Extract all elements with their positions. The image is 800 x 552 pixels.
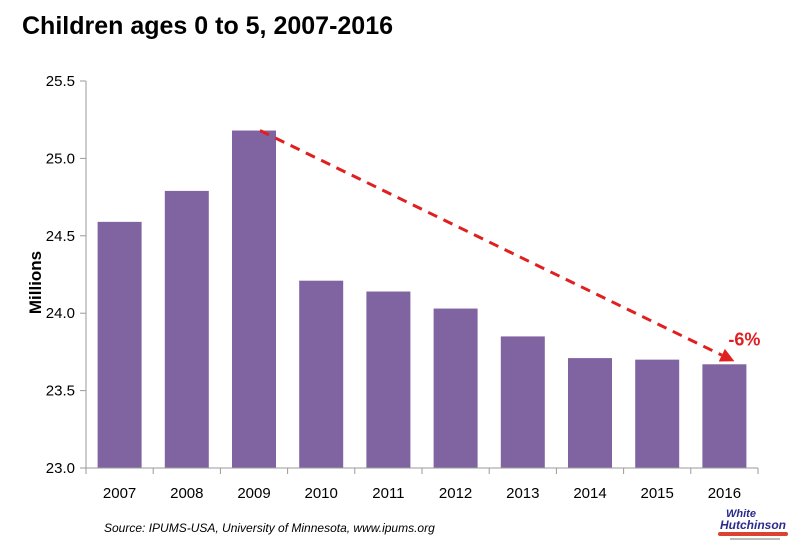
bar-2013 [500, 336, 545, 468]
bar-2009 [232, 130, 276, 468]
y-axis-label: Millions [26, 251, 45, 314]
logo-swoosh [718, 532, 788, 536]
x-axis-ticks: 2007 2008 2009 2010 2011 2012 2013 2014 2015 2016 [85, 468, 759, 502]
x-tick-label: 2008 [170, 485, 203, 502]
y-tick-label: 24.0 [46, 305, 75, 322]
x-tick-label: 2007 [103, 485, 136, 502]
logo-line2: Hutchinson [720, 518, 786, 532]
trend-annotation: -6% [259, 129, 760, 362]
y-tick-label: 23.0 [46, 460, 75, 477]
bar-2010 [299, 280, 344, 468]
x-tick-label: 2013 [506, 485, 539, 502]
x-tick-label: 2015 [641, 485, 674, 502]
bar-2015 [635, 359, 680, 468]
chart-title: Children ages 0 to 5, 2007-2016 [22, 12, 394, 40]
x-tick-label: 2016 [708, 485, 741, 502]
x-tick-label: 2012 [439, 485, 472, 502]
logo-line1: White [726, 508, 756, 520]
y-axis-ticks: 23.0 23.5 24.0 24.5 25.0 25.5 [46, 73, 86, 477]
bar-2016 [702, 364, 747, 468]
trend-arrow-line [259, 129, 723, 357]
source-note: Source: IPUMS-USA, University of Minneso… [104, 521, 435, 535]
y-tick-label: 25.5 [46, 73, 75, 90]
bar-2014 [568, 358, 612, 468]
percent-change-label: -6% [728, 329, 760, 349]
bar-2007 [97, 221, 142, 468]
white-hutchinson-logo: White Hutchinson [718, 508, 794, 548]
x-tick-label: 2011 [372, 485, 404, 502]
y-tick-label: 24.5 [46, 228, 75, 245]
bars [97, 130, 747, 468]
x-tick-label: 2010 [305, 485, 338, 502]
trend-arrow-head [718, 348, 735, 362]
bar-2008 [164, 190, 209, 468]
logo-fineprint [730, 538, 780, 540]
bar-2012 [433, 308, 478, 468]
x-tick-label: 2014 [573, 485, 606, 502]
bar-2011 [366, 291, 411, 468]
x-tick-label: 2009 [237, 485, 270, 502]
y-tick-label: 25.0 [46, 150, 75, 167]
y-tick-label: 23.5 [46, 383, 75, 400]
